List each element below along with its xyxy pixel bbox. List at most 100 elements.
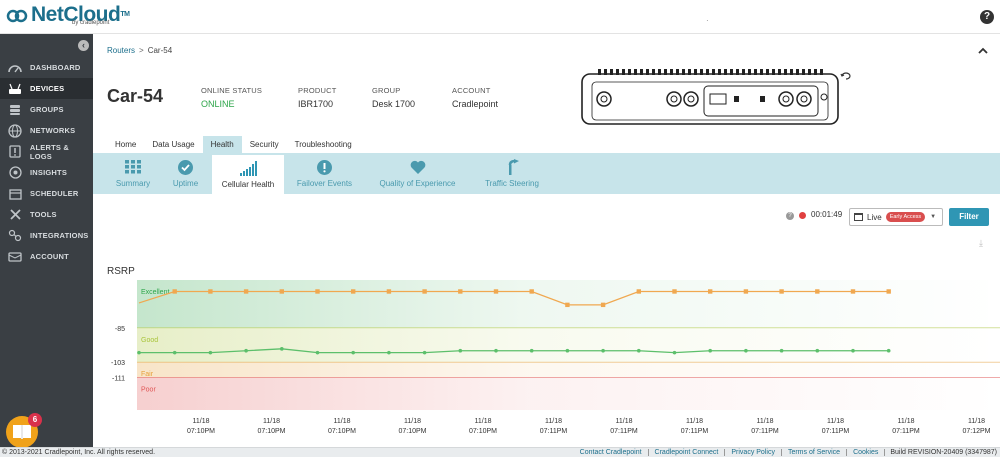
tab-health[interactable]: Health (202, 136, 242, 153)
data-point[interactable] (815, 289, 820, 294)
account-field: ACCOUNT Cradlepoint (452, 86, 498, 109)
sidebar-item-account[interactable]: ACCOUNT (0, 246, 93, 267)
data-point[interactable] (137, 350, 141, 355)
data-point[interactable] (672, 350, 677, 355)
data-point[interactable] (351, 350, 356, 355)
subtab-uptime[interactable]: Uptime (163, 153, 208, 194)
sidebar-item-insights[interactable]: INSIGHTS (0, 162, 93, 183)
health-subtabs: Summary Uptime Cellular Health Failover Eve… (93, 153, 1000, 194)
tab-troubleshooting[interactable]: Troubleshooting (294, 140, 352, 149)
data-point[interactable] (565, 302, 570, 308)
data-point[interactable] (172, 289, 177, 294)
collapse-header-icon[interactable] (978, 46, 988, 57)
data-point[interactable] (636, 289, 641, 294)
data-point[interactable] (422, 289, 427, 294)
data-point[interactable] (637, 348, 641, 353)
data-point[interactable] (315, 350, 320, 355)
footer-link-cookies[interactable]: Cookies (846, 449, 884, 456)
data-point[interactable] (244, 348, 248, 353)
series-line (139, 348, 889, 354)
sidebar-item-integrations[interactable]: INTEGRATIONS (0, 225, 93, 246)
sidebar-collapse-button[interactable]: ‹ (78, 40, 89, 51)
sidebar-item-label: TOOLS (30, 210, 57, 219)
subtab-label: Cellular Health (221, 180, 275, 189)
data-point[interactable] (851, 348, 855, 353)
subtab-label: Quality of Experience (379, 179, 456, 188)
filter-button[interactable]: Filter (949, 208, 989, 226)
logo-text: NetCloudTM (31, 3, 130, 26)
data-point[interactable] (351, 289, 356, 294)
data-point[interactable] (422, 350, 427, 355)
subtab-quality-of-experience[interactable]: Quality of Experience (365, 153, 470, 194)
data-point[interactable] (458, 289, 463, 294)
rotate-icon[interactable] (840, 68, 852, 86)
tab-home[interactable]: Home (115, 140, 137, 149)
breadcrumb-routers-link[interactable]: Routers (107, 46, 136, 55)
x-tick-date: 11/18 (263, 418, 280, 425)
logo-subtitle: by cradlepoint (72, 20, 110, 26)
data-point[interactable] (708, 289, 713, 294)
data-point[interactable] (208, 289, 213, 294)
data-point[interactable] (779, 348, 784, 353)
data-point[interactable] (744, 348, 748, 353)
data-point[interactable] (315, 289, 320, 294)
data-point[interactable] (279, 289, 284, 294)
subtab-traffic-steering[interactable]: Traffic Steering (471, 153, 553, 194)
data-point[interactable] (493, 289, 499, 294)
data-point[interactable] (886, 348, 891, 353)
data-point[interactable] (529, 348, 534, 353)
account-label: ACCOUNT (452, 86, 491, 95)
data-point[interactable] (708, 348, 712, 353)
top-mark: · (706, 16, 709, 25)
data-point[interactable] (600, 302, 606, 308)
data-point[interactable] (386, 289, 392, 294)
footer-link-terms-of-service[interactable]: Terms of Service (780, 449, 846, 456)
data-point[interactable] (672, 289, 677, 294)
data-point[interactable] (779, 289, 784, 294)
data-point[interactable] (387, 350, 391, 355)
breadcrumb-separator: > (139, 46, 144, 55)
data-point[interactable] (243, 289, 249, 294)
data-point[interactable] (172, 350, 177, 355)
netcloud-logo[interactable]: NetCloudTM (6, 3, 130, 26)
data-point[interactable] (850, 289, 856, 294)
data-point[interactable] (529, 289, 534, 294)
sidebar-item-networks[interactable]: NETWORKS (0, 120, 93, 141)
x-tick-date: 11/18 (757, 418, 774, 425)
x-tick-date: 11/18 (404, 418, 421, 425)
sidebar-item-devices[interactable]: DEVICES (0, 78, 93, 99)
live-timer: 00:01:49 (811, 210, 843, 219)
data-point[interactable] (280, 347, 284, 351)
subtab-label: Uptime (172, 179, 199, 188)
help-button[interactable]: ? (980, 10, 994, 24)
footer-link-privacy-policy[interactable]: Privacy Policy (724, 449, 781, 456)
subtab-cellular-health[interactable]: Cellular Health (212, 155, 284, 194)
download-icon[interactable]: ⤓ (979, 238, 983, 248)
footer-link-cradlepoint-connect[interactable]: Cradlepoint Connect (647, 449, 725, 456)
tab-data-usage[interactable]: Data Usage (152, 140, 195, 149)
subtab-summary[interactable]: Summary (103, 153, 163, 194)
sidebar-item-tools[interactable]: TOOLS (0, 204, 93, 225)
footer-link-contact-cradlepoint[interactable]: Contact Cradlepoint (579, 449, 642, 456)
data-point[interactable] (208, 350, 213, 355)
data-point[interactable] (743, 289, 749, 294)
sidebar-item-dashboard[interactable]: DASHBOARD (0, 57, 93, 78)
subtab-failover-events[interactable]: Failover Events (288, 153, 361, 194)
sidebar-item-groups[interactable]: GROUPS (0, 99, 93, 120)
build-revision: Build REVISION-20409 (3347987) (884, 449, 997, 456)
tab-security[interactable]: Security (249, 140, 279, 149)
data-point[interactable] (494, 348, 498, 353)
sidebar-item-label: NETWORKS (30, 126, 76, 135)
sidebar-item-alerts-logs[interactable]: ALERTS & LOGS (0, 141, 93, 162)
time-range-select[interactable]: Live Early Access ▼ (849, 208, 943, 226)
x-tick-time: 07:11PM (751, 428, 779, 435)
data-point[interactable] (886, 289, 891, 294)
sidebar-item-scheduler[interactable]: SCHEDULER (0, 183, 93, 204)
y-tick-label: -85 (115, 326, 125, 333)
x-tick-time: 07:10PM (398, 428, 426, 435)
timer-help-icon[interactable]: ? (786, 212, 794, 220)
data-point[interactable] (601, 348, 605, 353)
data-point[interactable] (458, 348, 463, 353)
data-point[interactable] (815, 348, 820, 353)
data-point[interactable] (565, 348, 570, 353)
